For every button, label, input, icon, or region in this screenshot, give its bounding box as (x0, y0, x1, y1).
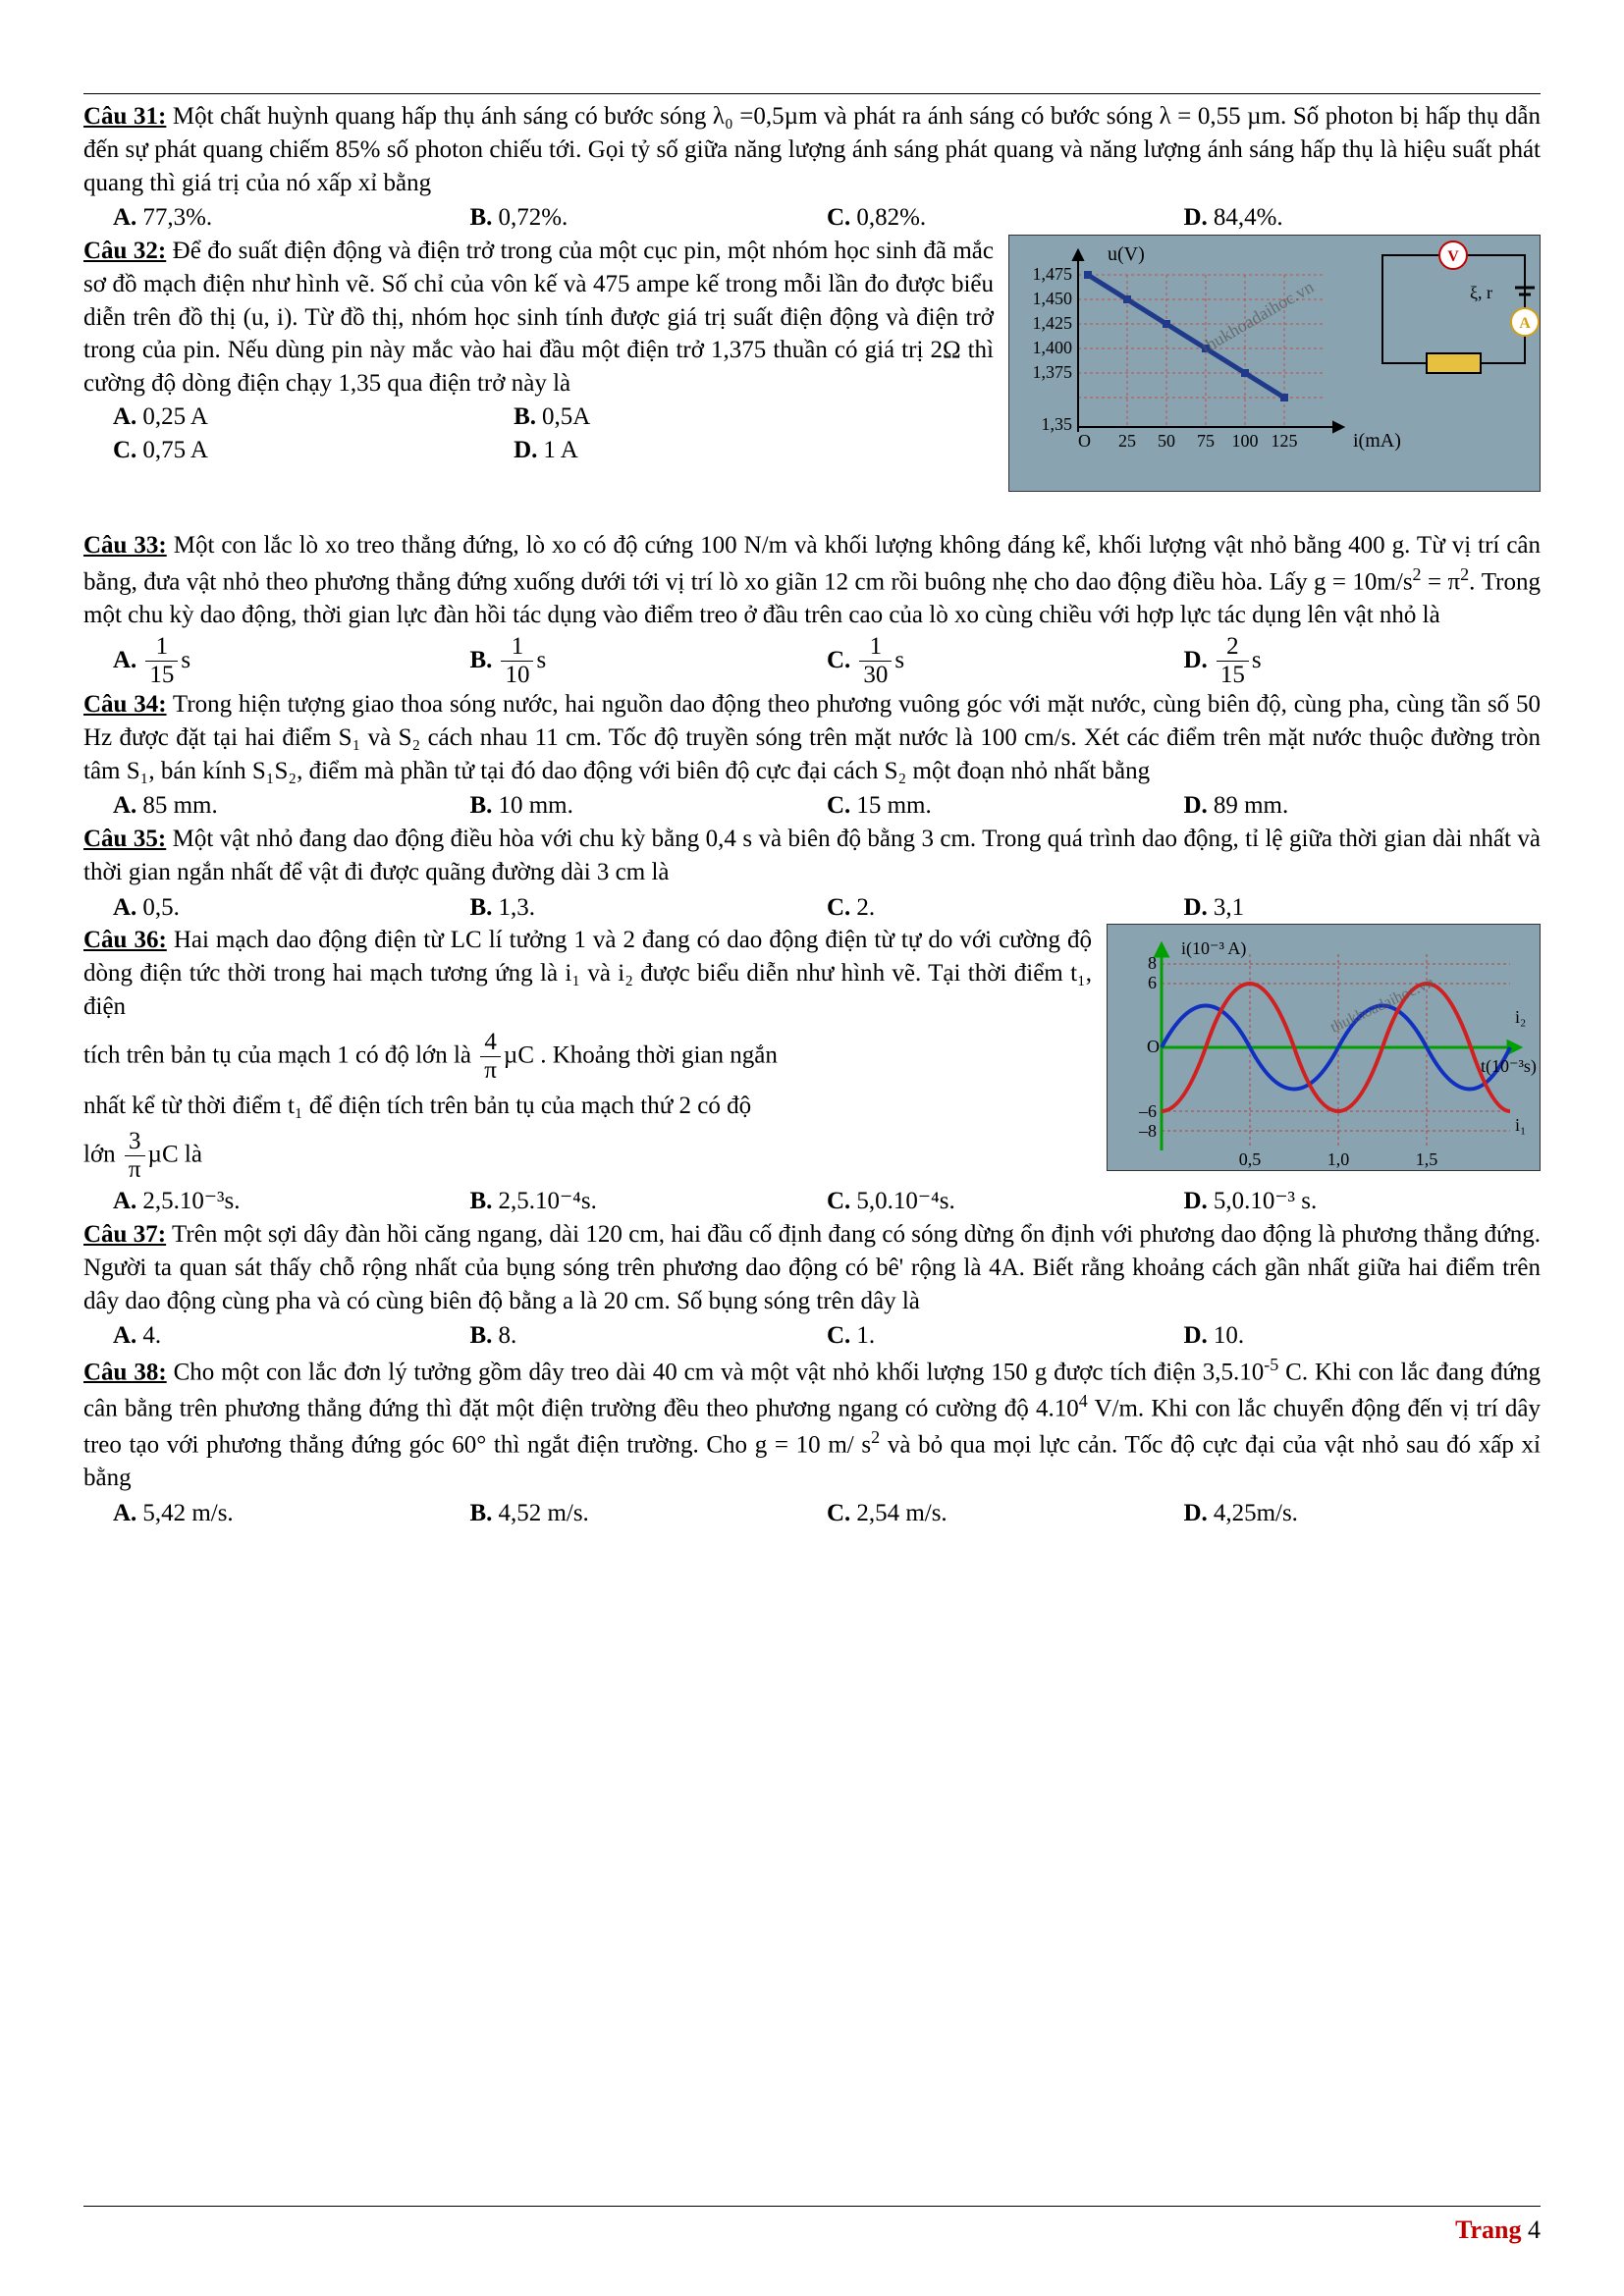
q31-choice-D: D.84,4%. (1184, 201, 1542, 235)
footer-label: Trang (1455, 2216, 1528, 2244)
svg-text:i(mA): i(mA) (1353, 430, 1401, 452)
q33: Câu 33: Một con lắc lò xo treo thẳng đứn… (83, 529, 1541, 632)
q31-choices: A.77,3%. B.0,72%. C.0,82%. D.84,4%. (113, 201, 1541, 235)
svg-text:O: O (1147, 1037, 1160, 1056)
svg-text:u(V): u(V) (1108, 243, 1145, 265)
svg-text:75: 75 (1197, 431, 1215, 451)
q36-choices: A.2,5.10⁻³s. B.2,5.10⁻⁴s. C.5,0.10⁻⁴s. D… (113, 1185, 1541, 1218)
q37-label: Câu 37: (83, 1221, 166, 1248)
q35-choices: A.0,5. B.1,3. C.2. D.3,1 (113, 891, 1541, 925)
q37: Câu 37: Trên một sợi dây đàn hồi căng ng… (83, 1218, 1541, 1317)
page-footer: Trang 4 (83, 2206, 1541, 2247)
q31: Câu 31: Một chất huỳnh quang hấp thụ ánh… (83, 100, 1541, 199)
q33-choice-D: D. 215s (1184, 634, 1542, 689)
svg-text:1,35: 1,35 (1042, 414, 1073, 434)
svg-text:1,5: 1,5 (1416, 1149, 1438, 1169)
svg-text:8: 8 (1148, 953, 1157, 973)
q35: Câu 35: Một vật nhỏ đang dao động điều h… (83, 823, 1541, 889)
svg-text:t(10⁻³s): t(10⁻³s) (1481, 1056, 1537, 1077)
q34-choices: A.85 mm. B.10 mm. C.15 mm. D.89 mm. (113, 789, 1541, 823)
q34-choice-C: C.15 mm. (827, 789, 1184, 823)
q34-choice-B: B.10 mm. (470, 789, 828, 823)
svg-text:O: O (1078, 431, 1091, 451)
q33-label: Câu 33: (83, 532, 167, 559)
q35-choice-D: D.3,1 (1184, 891, 1542, 925)
svg-text:1,400: 1,400 (1033, 338, 1073, 357)
q37-choice-B: B.8. (470, 1319, 828, 1353)
q37-choice-C: C.1. (827, 1319, 1184, 1353)
q36-chart: 8 6 –6 –8 0,5 1,0 1,5 O i(10⁻³ A) t(10⁻³… (1107, 924, 1541, 1171)
q35-choice-B: B.1,3. (470, 891, 828, 925)
q32-choices: A.0,25 A B.0,5A C.0,75 A D.1 A (113, 400, 914, 467)
svg-text:1,0: 1,0 (1327, 1149, 1350, 1169)
q33-choice-A: A. 115s (113, 634, 470, 689)
q32-choice-D: D.1 A (514, 434, 914, 467)
q38-label: Câu 38: (83, 1359, 167, 1385)
svg-text:6: 6 (1148, 973, 1157, 992)
svg-text:50: 50 (1158, 431, 1175, 451)
q38-choice-C: C.2,54 m/s. (827, 1497, 1184, 1530)
q32-choice-B: B.0,5A (514, 400, 914, 434)
q34: Câu 34: Trong hiện tượng giao thoa sóng … (83, 688, 1541, 787)
q32-label: Câu 32: (83, 238, 166, 264)
q35-choice-A: A.0,5. (113, 891, 470, 925)
q31-label: Câu 31: (83, 103, 166, 130)
q33-choices: A. 115s B. 110s C. 130s D. 215s (113, 634, 1541, 689)
svg-text:0,5: 0,5 (1239, 1149, 1262, 1169)
q31-text: Một chất huỳnh quang hấp thụ ánh sáng có… (83, 103, 1541, 196)
svg-text:125: 125 (1272, 431, 1298, 451)
svg-text:1,375: 1,375 (1033, 362, 1073, 382)
q38-choice-D: D.4,25m/s. (1184, 1497, 1542, 1530)
svg-text:i₂: i₂ (1515, 1007, 1526, 1027)
q36-choice-D: D.5,0.10⁻³ s. (1184, 1185, 1542, 1218)
q36-choice-A: A.2,5.10⁻³s. (113, 1185, 470, 1218)
q37-choice-A: A.4. (113, 1319, 470, 1353)
q35-text: Một vật nhỏ đang dao động điều hòa với c… (83, 826, 1541, 885)
q31-choice-C: C.0,82%. (827, 201, 1184, 235)
q38: Câu 38: Cho một con lắc đơn lý tưởng gồm… (83, 1353, 1541, 1495)
svg-text:i(10⁻³ A): i(10⁻³ A) (1181, 938, 1246, 959)
svg-text:–6: –6 (1138, 1101, 1157, 1121)
q32: 1,475 1,450 1,425 1,400 1,375 1,35 O 25 … (83, 235, 1541, 500)
svg-text:A: A (1519, 315, 1531, 332)
q37-text: Trên một sợi dây đàn hồi căng ngang, dài… (83, 1221, 1541, 1314)
svg-text:1,425: 1,425 (1033, 313, 1073, 333)
svg-text:V: V (1447, 248, 1459, 265)
q34-choice-D: D.89 mm. (1184, 789, 1542, 823)
q32-choice-A: A.0,25 A (113, 400, 514, 434)
svg-text:–8: –8 (1138, 1121, 1157, 1141)
svg-text:i₁: i₁ (1515, 1115, 1526, 1135)
q32-choice-C: C.0,75 A (113, 434, 514, 467)
q38-choice-A: A.5,42 m/s. (113, 1497, 470, 1530)
q33-choice-B: B. 110s (470, 634, 828, 689)
q32-chart: 1,475 1,450 1,425 1,400 1,375 1,35 O 25 … (1008, 235, 1541, 492)
q35-choice-C: C.2. (827, 891, 1184, 925)
q34-label: Câu 34: (83, 691, 167, 718)
q35-label: Câu 35: (83, 826, 166, 852)
footer-page: 4 (1528, 2216, 1541, 2244)
svg-text:25: 25 (1118, 431, 1136, 451)
q38-choices: A.5,42 m/s. B.4,52 m/s. C.2,54 m/s. D.4,… (113, 1497, 1541, 1530)
svg-text:1,450: 1,450 (1033, 289, 1073, 308)
q37-choice-D: D.10. (1184, 1319, 1542, 1353)
svg-text:100: 100 (1232, 431, 1259, 451)
q36-label: Câu 36: (83, 927, 167, 953)
svg-text:ξ, r: ξ, r (1470, 283, 1492, 302)
q31-choice-B: B.0,72%. (470, 201, 828, 235)
q32-text: Để đo suất điện động và điện trở trong c… (83, 238, 994, 397)
q34-text: Trong hiện tượng giao thoa sóng nước, ha… (83, 691, 1541, 784)
q37-choices: A.4. B.8. C.1. D.10. (113, 1319, 1541, 1353)
q33-choice-C: C. 130s (827, 634, 1184, 689)
q34-choice-A: A.85 mm. (113, 789, 470, 823)
q38-choice-B: B.4,52 m/s. (470, 1497, 828, 1530)
q31-choice-A: A.77,3%. (113, 201, 470, 235)
q36-choice-B: B.2,5.10⁻⁴s. (470, 1185, 828, 1218)
svg-text:1,475: 1,475 (1033, 264, 1073, 284)
q36-choice-C: C.5,0.10⁻⁴s. (827, 1185, 1184, 1218)
q36: 8 6 –6 –8 0,5 1,0 1,5 O i(10⁻³ A) t(10⁻³… (83, 924, 1541, 1183)
